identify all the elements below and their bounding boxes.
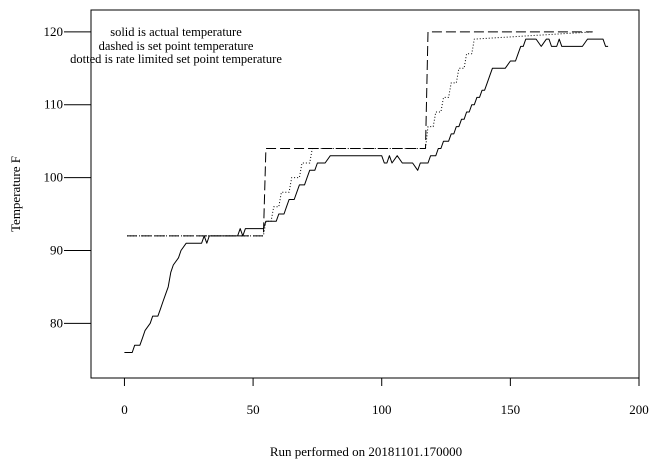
y-tick-label: 100 <box>44 170 64 185</box>
x-axis: 0 50 100 150 200 <box>121 378 649 417</box>
series-line-solid <box>124 38 609 353</box>
y-tick-label: 110 <box>44 97 63 112</box>
plot-frame <box>90 9 640 379</box>
x-tick-label: 200 <box>629 402 649 417</box>
x-tick-label: 100 <box>372 402 392 417</box>
x-tick-label: 0 <box>121 402 128 417</box>
x-tick-label: 150 <box>501 402 521 417</box>
legend-note-dashed: dashed is set point temperature <box>99 39 254 53</box>
legend-note-dotted: dotted is rate limited set point tempera… <box>70 52 282 66</box>
y-tick-label: 120 <box>44 24 64 39</box>
y-axis: 80 90 100 110 120 <box>44 24 91 330</box>
series-layer <box>124 31 609 353</box>
x-tick-label: 50 <box>247 402 260 417</box>
series-line-dotted <box>127 31 593 237</box>
x-axis-label: Run performed on 20181101.170000 <box>270 444 462 459</box>
y-axis-label: Temperature F <box>8 156 23 232</box>
y-tick-label: 80 <box>50 315 63 330</box>
y-tick-label: 90 <box>50 242 63 257</box>
legend-note-solid: solid is actual temperature <box>110 25 242 39</box>
